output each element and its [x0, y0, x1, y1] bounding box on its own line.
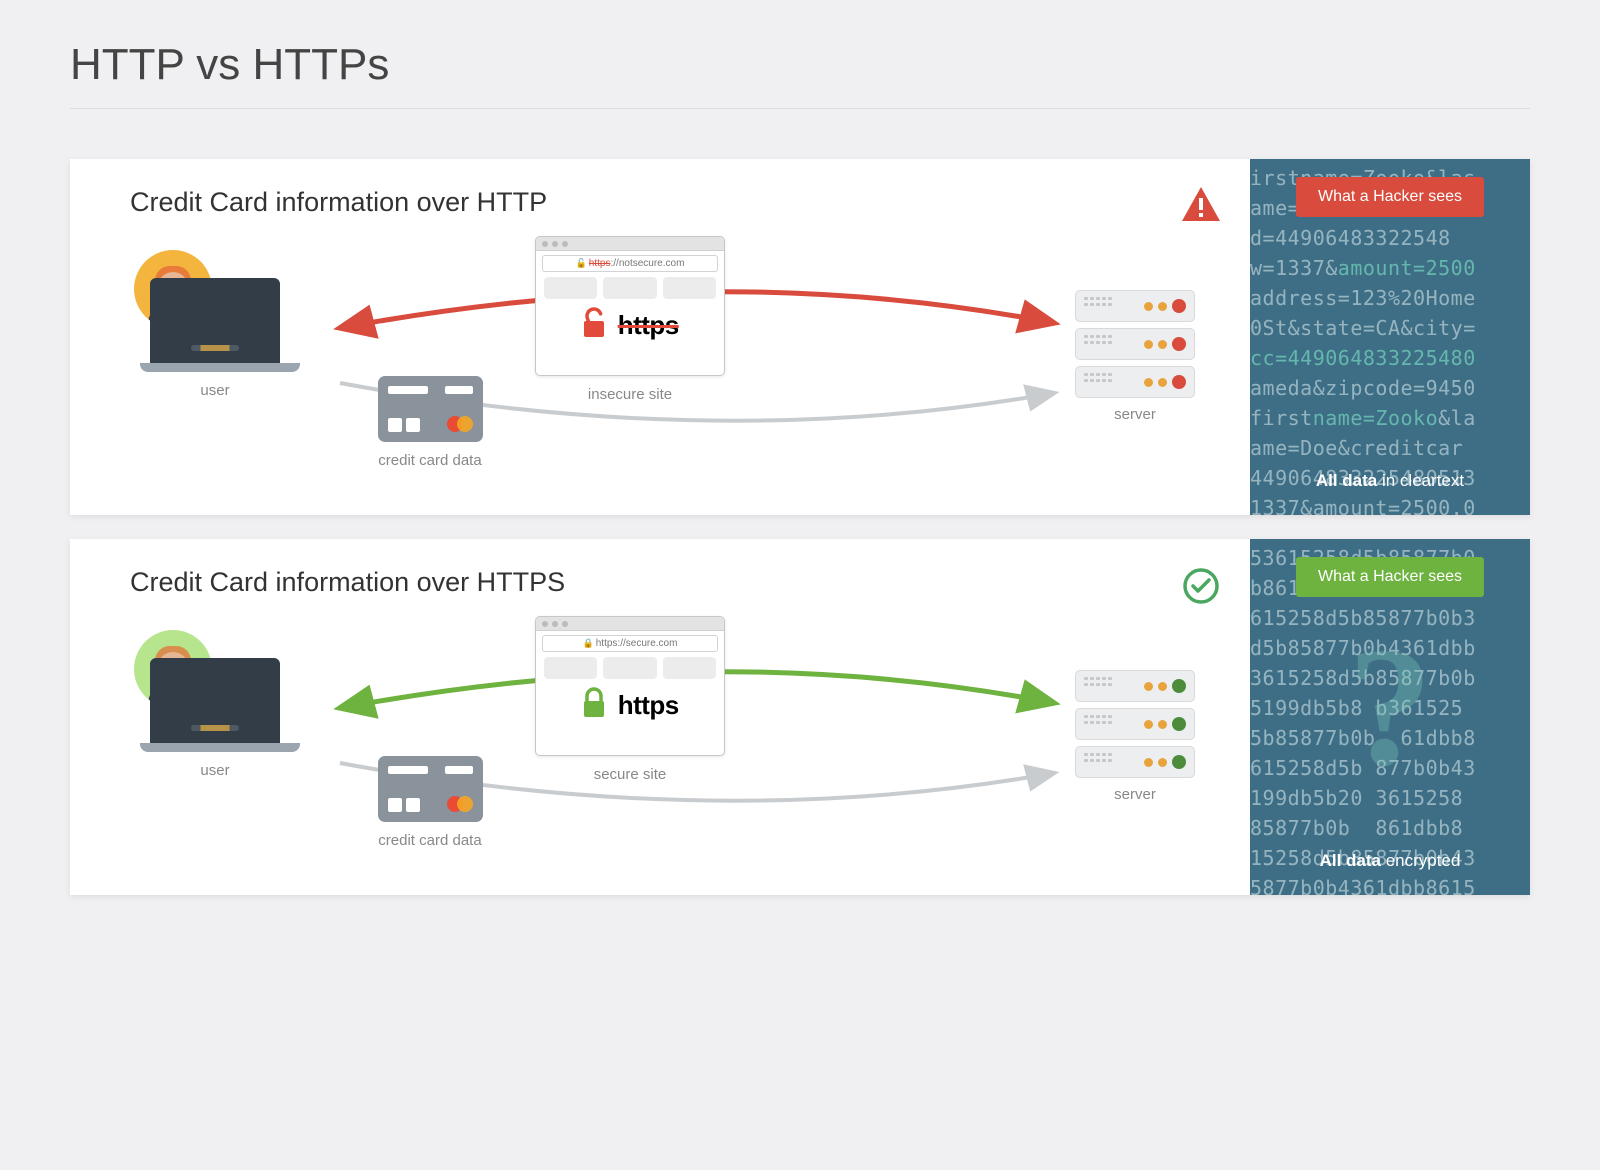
credit-card-icon: [378, 376, 483, 442]
server-rack-icon: [1075, 290, 1195, 398]
checkmark-icon: [1182, 567, 1220, 610]
page-title: HTTP vs HTTPs: [70, 40, 1530, 109]
laptop-icon: [150, 658, 280, 743]
credit-card-block-https: credit card data: [355, 756, 505, 849]
http-title: Credit Card information over HTTP: [130, 187, 1210, 218]
url-bar-insecure: 🔓https://notsecure.com: [542, 255, 718, 272]
browser-secure: 🔒https://secure.com https secure site: [530, 616, 730, 783]
server-block-http: server: [1070, 290, 1200, 423]
credit-card-label: credit card data: [355, 832, 505, 849]
question-mark-icon: ?: [1348, 610, 1433, 805]
hacker-caption-https: All data encrypted: [1250, 851, 1530, 871]
panel-https: Credit Card information over HTTPS: [70, 539, 1530, 895]
server-label: server: [1070, 786, 1200, 803]
user-block: user: [130, 278, 300, 399]
panel-http: Credit Card information over HTTP: [70, 159, 1530, 515]
server-label: server: [1070, 406, 1200, 423]
hacker-caption-http: All data in cleartext: [1250, 471, 1530, 491]
laptop-icon: [150, 278, 280, 363]
browser-insecure: 🔓https://notsecure.com https insecure si…: [530, 236, 730, 403]
panel-http-diagram: Credit Card information over HTTP: [70, 159, 1250, 515]
server-block-https: server: [1070, 670, 1200, 803]
hacker-badge-https: What a Hacker sees: [1296, 557, 1484, 597]
credit-card-label: credit card data: [355, 452, 505, 469]
credit-card-block: credit card data: [355, 376, 505, 469]
hacker-badge-http: What a Hacker sees: [1296, 177, 1484, 217]
proto-https: https: [618, 690, 679, 721]
url-secure: https://secure.com: [596, 638, 678, 649]
credit-card-icon: [378, 756, 483, 822]
user-block-https: user: [130, 658, 300, 779]
url-bar-secure: 🔒https://secure.com: [542, 635, 718, 652]
warning-icon: [1182, 187, 1220, 226]
url-insecure-host: ://notsecure.com: [610, 258, 684, 269]
https-title: Credit Card information over HTTPS: [130, 567, 1210, 598]
insecure-site-label: insecure site: [530, 386, 730, 403]
proto-https-struck: https: [618, 310, 679, 341]
lock-icon: [581, 687, 607, 724]
user-label: user: [130, 382, 300, 399]
panel-https-diagram: Credit Card information over HTTPS: [70, 539, 1250, 895]
hacker-view-http: irstname=Zooko&las ame=Doe&creditcarc d=…: [1250, 159, 1530, 515]
server-rack-icon: [1075, 670, 1195, 778]
secure-site-label: secure site: [530, 766, 730, 783]
unlock-icon: [581, 307, 607, 344]
user-label: user: [130, 762, 300, 779]
hacker-view-https: 53615258d5b85877b0 b8615258d5b858770b 61…: [1250, 539, 1530, 895]
